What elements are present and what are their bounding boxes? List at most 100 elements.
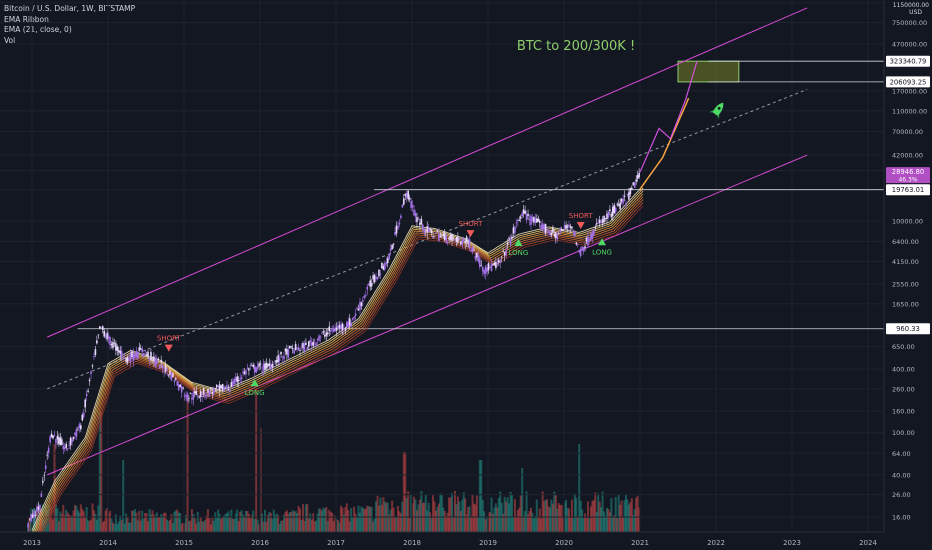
volume-bar [47, 504, 50, 532]
volume-bar [395, 516, 398, 532]
volume-bar [436, 506, 439, 532]
volume-bar [50, 506, 53, 532]
volume-bar [294, 511, 297, 532]
candle-body [37, 506, 40, 510]
volume-bar [297, 505, 300, 532]
candle-body [255, 367, 257, 373]
candle-body [53, 434, 56, 436]
volume-bar [418, 499, 421, 532]
candle-body [559, 229, 561, 233]
volume-bar [206, 509, 209, 532]
volume-bar [101, 522, 104, 532]
volume-bar [148, 509, 151, 532]
candle-body [274, 360, 276, 362]
candle-body [581, 246, 583, 250]
volume-bar [81, 508, 84, 532]
candle-body [606, 213, 608, 220]
volume-bar [325, 506, 328, 532]
candle-body [367, 284, 370, 286]
candle-body [109, 337, 111, 346]
candle-body [180, 386, 183, 393]
candle-body [443, 232, 446, 240]
candle-body [616, 203, 618, 205]
volume-bar [275, 513, 278, 532]
volume-bar [242, 514, 245, 532]
volume-bar [296, 513, 299, 532]
volume-bar [198, 521, 201, 532]
candle-body [468, 239, 471, 249]
volume-bar [605, 507, 608, 532]
candle-body [167, 374, 170, 376]
candle-body [77, 429, 79, 431]
candle-body [87, 390, 89, 392]
candle-body [439, 235, 442, 238]
candle-body [176, 381, 179, 386]
candle-body [272, 366, 275, 368]
candle-body [85, 393, 88, 397]
candle-body [464, 241, 466, 244]
volume-bar [319, 508, 322, 532]
volume-bar [534, 516, 537, 532]
volume-bar [560, 504, 563, 532]
candle-body [481, 266, 484, 272]
price-tick-label: 160.00 [892, 408, 915, 416]
volume-bar [116, 523, 119, 532]
volume-bar [547, 506, 550, 532]
volume-bar [347, 510, 350, 532]
volume-bar [437, 503, 440, 532]
volume-bar [73, 504, 76, 532]
candle-body [194, 391, 196, 394]
volume-bar [490, 497, 493, 532]
time-axis-bg [0, 532, 932, 550]
volume-bar [110, 518, 113, 532]
volume-bar [250, 515, 253, 532]
volume-bar [185, 515, 188, 532]
volume-bar [263, 509, 266, 532]
volume-bar [189, 520, 192, 532]
volume-bar [566, 508, 569, 532]
volume-bar [579, 500, 582, 532]
volume-bar [638, 507, 641, 532]
candle-body [562, 229, 564, 231]
candle-body [195, 391, 198, 395]
time-axis[interactable]: 2013 2014 2015 2016 2017 2018 2019 2020 2021 2022… [0, 531, 932, 550]
candle-body [123, 352, 126, 355]
candle-body [66, 448, 69, 450]
candle-body [104, 335, 107, 337]
candle-body [134, 354, 136, 359]
volume-bar [487, 512, 490, 532]
candle-body [160, 360, 162, 363]
volume-bar [616, 518, 619, 532]
candle-body [173, 380, 176, 382]
candle-body [97, 334, 100, 336]
candle-body [348, 318, 351, 326]
volume-bar [512, 517, 515, 532]
candle-body [350, 323, 352, 327]
volume-bar [227, 511, 230, 532]
candle-body [493, 262, 496, 266]
time-tick-label: 2021 [631, 539, 649, 547]
candle-body [484, 266, 487, 274]
volume-bar [353, 506, 356, 532]
candle-body [126, 357, 129, 363]
volume-bar [179, 513, 182, 532]
volume-bar [167, 521, 170, 532]
volume-bar [607, 509, 610, 532]
volume-bar [581, 509, 584, 532]
volume-bar [228, 517, 231, 532]
candle-body [441, 234, 443, 236]
volume-bar [144, 513, 147, 532]
current-price-change: 46.3% [898, 177, 917, 184]
candle-body [270, 364, 272, 370]
candle-body [598, 219, 601, 224]
volume-bar [62, 504, 65, 532]
volume-bar [411, 503, 414, 532]
candle-body [296, 347, 298, 349]
candle-body [297, 347, 300, 351]
volume-bar [595, 512, 598, 532]
volume-bar [63, 515, 66, 532]
candle-body [28, 518, 31, 520]
volume-bar [528, 511, 531, 532]
